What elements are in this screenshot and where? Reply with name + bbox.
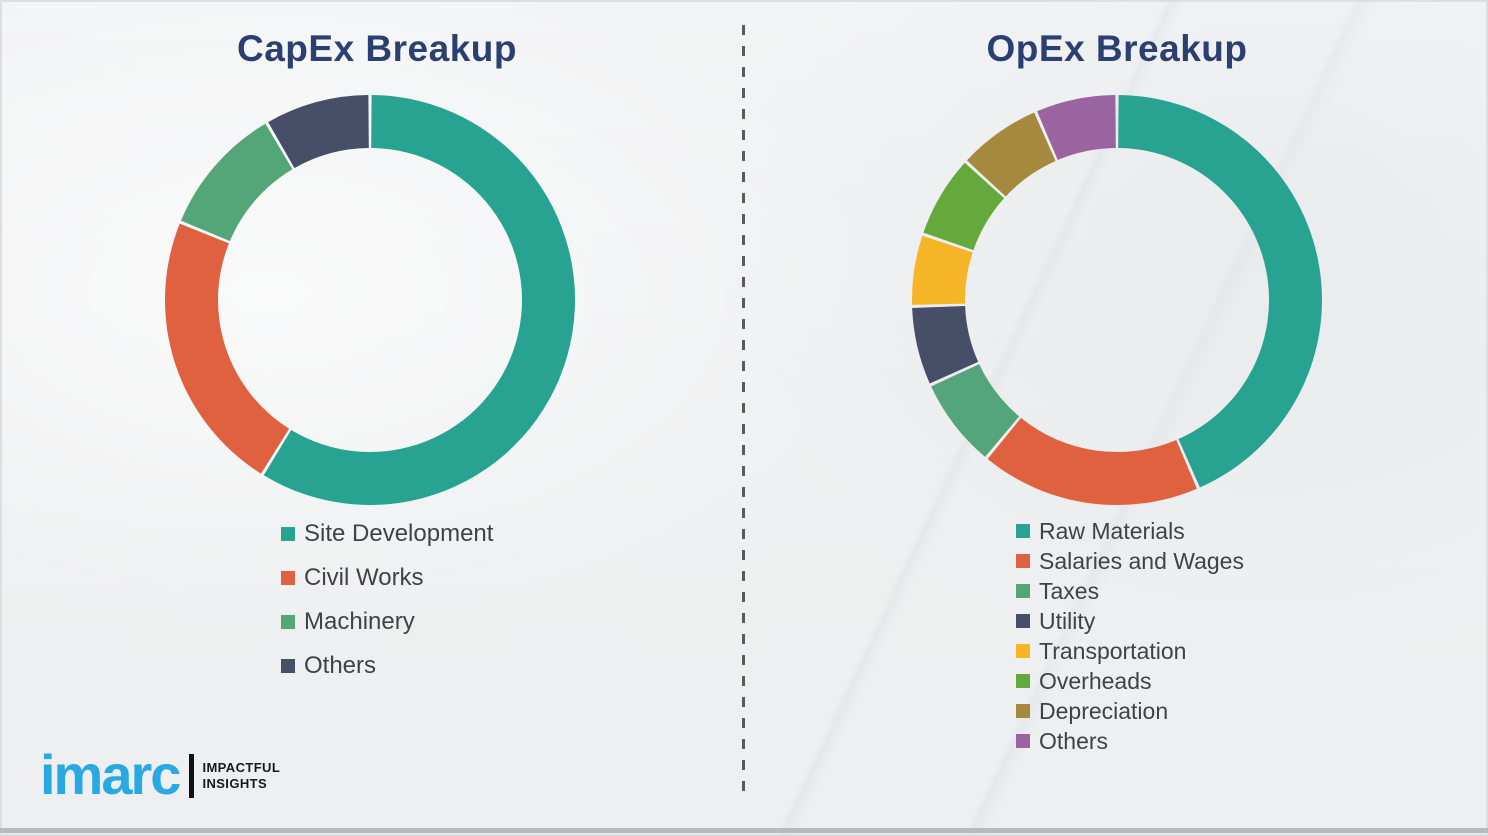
- legend-marker: [1016, 674, 1030, 688]
- legend-marker: [281, 659, 295, 673]
- donut-segment: [987, 417, 1197, 506]
- legend-item: Salaries and Wages: [1016, 546, 1244, 576]
- legend-item: Depreciation: [1016, 696, 1244, 726]
- legend-marker: [1016, 614, 1030, 628]
- logo-tagline-line2: INSIGHTS: [202, 776, 268, 791]
- opex-donut-chart: [912, 95, 1322, 506]
- legend-item: Transportation: [1016, 636, 1244, 666]
- legend-label: Utility: [1039, 607, 1096, 634]
- capex-donut-chart: [164, 95, 576, 506]
- legend-label: Overheads: [1039, 667, 1152, 694]
- donut-segment: [1118, 95, 1322, 488]
- legend-item: Others: [281, 644, 493, 688]
- logo-divider-bar: [189, 754, 195, 798]
- legend-item: Overheads: [1016, 666, 1244, 696]
- donut-segment: [912, 305, 979, 384]
- legend-marker: [1016, 734, 1030, 748]
- legend-item: Raw Materials: [1016, 516, 1244, 546]
- legend-item: Utility: [1016, 606, 1244, 636]
- donut-segment: [966, 112, 1056, 197]
- legend-marker: [1016, 554, 1030, 568]
- legend-label: Machinery: [304, 608, 415, 635]
- donut-segment: [180, 123, 293, 242]
- legend-label: Taxes: [1039, 577, 1100, 604]
- donut-segment: [1037, 95, 1116, 161]
- legend-label: Raw Materials: [1039, 517, 1185, 544]
- donut-segment: [923, 162, 1005, 251]
- legend-label: Civil Works: [304, 564, 424, 591]
- legend-marker: [1016, 644, 1030, 658]
- donut-segment: [263, 95, 576, 506]
- legend-item: Taxes: [1016, 576, 1244, 606]
- legend-label: Depreciation: [1039, 697, 1169, 724]
- legend-label: Salaries and Wages: [1039, 547, 1244, 574]
- bottom-edge-bar: [0, 828, 1488, 833]
- legend-marker: [281, 571, 295, 585]
- donut-segment: [912, 235, 973, 305]
- legend-marker: [1016, 704, 1030, 718]
- legend-item: Machinery: [281, 600, 493, 644]
- capex-legend: Site Development Civil Works Machinery Othe…: [281, 512, 493, 688]
- vertical-dashed-divider: [742, 25, 745, 793]
- legend-item: Site Development: [281, 512, 493, 556]
- capex-chart-title: CapEx Breakup: [237, 28, 517, 69]
- legend-marker: [1016, 584, 1030, 598]
- logo-tagline-line1: IMPACTFUL: [202, 760, 281, 775]
- imarc-logo-wordmark: imarc: [40, 743, 181, 806]
- legend-label: Transportation: [1039, 637, 1187, 664]
- opex-chart-title: OpEx Breakup: [986, 28, 1248, 69]
- logo-tagline: IMPACTFUL INSIGHTS: [202, 754, 280, 798]
- donut-segment: [931, 364, 1020, 457]
- donut-segment: [164, 223, 290, 474]
- legend-item: Civil Works: [281, 556, 493, 600]
- legend-marker: [281, 615, 295, 629]
- imarc-logo: imarc IMPACTFUL INSIGHTS: [40, 735, 280, 806]
- legend-marker: [281, 527, 295, 541]
- opex-legend: Raw Materials Salaries and Wages Taxes Util…: [1016, 516, 1244, 756]
- legend-item: Others: [1016, 726, 1244, 756]
- donut-segment: [268, 95, 369, 169]
- legend-label: Others: [1039, 727, 1109, 754]
- legend-marker: [1016, 524, 1030, 538]
- legend-label: Others: [304, 652, 377, 679]
- legend-label: Site Development: [304, 520, 494, 547]
